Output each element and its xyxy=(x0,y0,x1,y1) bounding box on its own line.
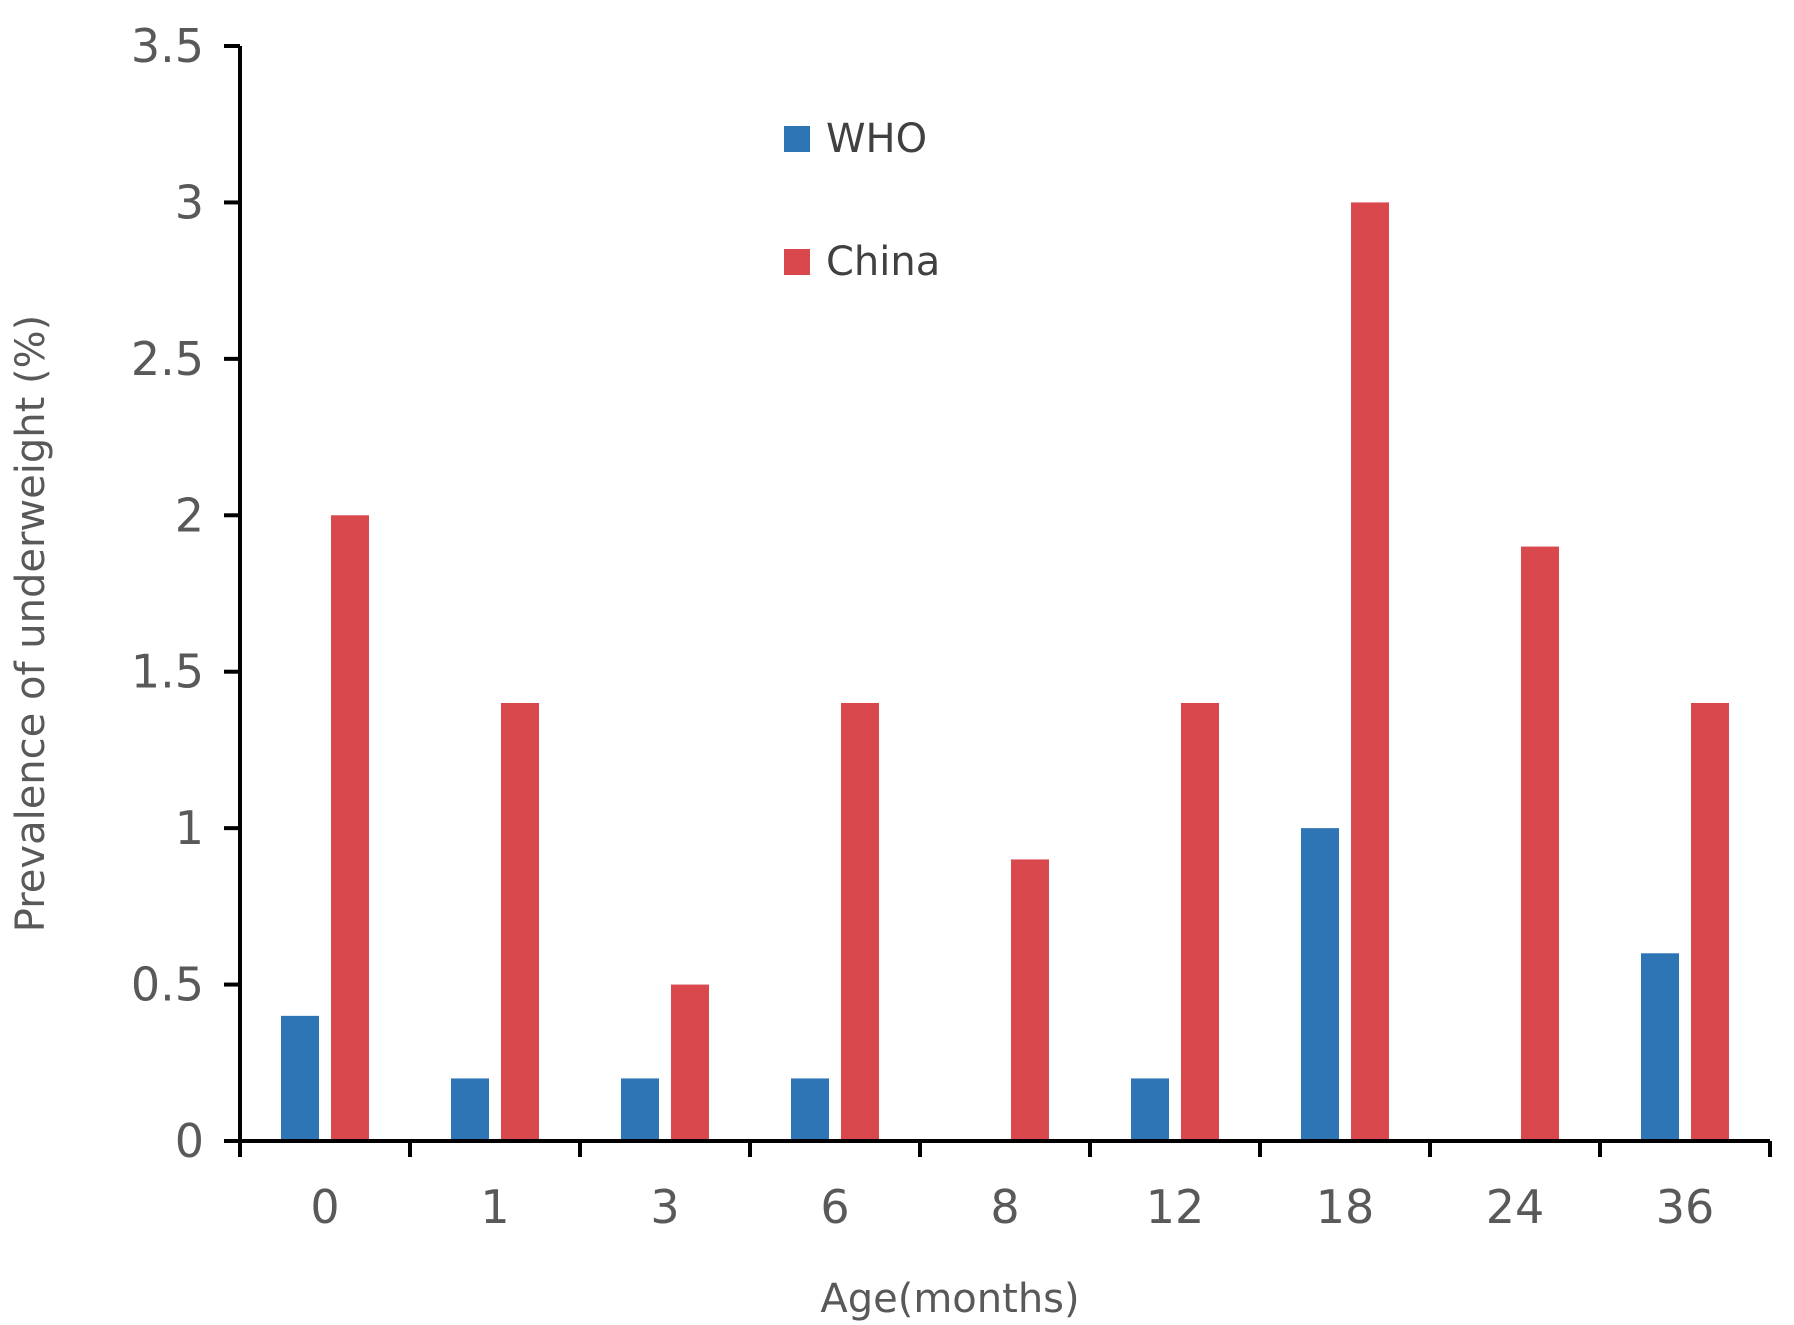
y-tick-label: 0.5 xyxy=(131,958,204,1012)
bar-china-12 xyxy=(1181,703,1219,1141)
y-tick-label: 2 xyxy=(175,488,204,542)
x-tick-label: 6 xyxy=(820,1180,849,1234)
x-tick-label: 0 xyxy=(310,1180,339,1234)
bars-layer xyxy=(281,202,1729,1141)
y-tick-label: 0 xyxy=(175,1114,204,1168)
ticks-layer xyxy=(224,44,1772,1157)
bar-who-18 xyxy=(1301,828,1339,1141)
bar-china-3 xyxy=(671,984,709,1141)
legend-swatch-who xyxy=(784,126,810,152)
bar-china-1 xyxy=(501,703,539,1141)
y-tick-label: 1.5 xyxy=(131,645,204,699)
axes-layer xyxy=(238,46,1770,1143)
y-axis-title: Prevalence of underweight (%) xyxy=(8,315,54,932)
bar-who-3 xyxy=(621,1078,659,1141)
bar-china-8 xyxy=(1011,859,1049,1141)
bar-who-6 xyxy=(791,1078,829,1141)
y-tick-label: 2.5 xyxy=(131,332,204,386)
x-tick-label: 18 xyxy=(1316,1180,1375,1234)
bar-china-0 xyxy=(331,515,369,1141)
bar-china-18 xyxy=(1351,202,1389,1141)
y-tick-label: 3.5 xyxy=(131,19,204,73)
x-tick-label: 36 xyxy=(1656,1180,1715,1234)
legend-label-china: China xyxy=(826,239,940,285)
y-tick-label: 1 xyxy=(175,801,204,855)
legend: WHO China xyxy=(784,116,940,285)
bar-who-36 xyxy=(1641,953,1679,1141)
bar-china-36 xyxy=(1691,703,1729,1141)
x-tick-label: 24 xyxy=(1486,1180,1545,1234)
tick-labels-layer: 00.511.522.533.50 1 3 6 8 12 18 24 36 xyxy=(131,19,1714,1234)
bar-who-1 xyxy=(451,1078,489,1141)
bar-china-24 xyxy=(1521,546,1559,1141)
bar-china-6 xyxy=(841,703,879,1141)
bar-who-0 xyxy=(281,1015,319,1141)
x-tick-label: 8 xyxy=(990,1180,1019,1234)
x-tick-label: 3 xyxy=(650,1180,679,1234)
x-axis-title: Age(months) xyxy=(820,1276,1079,1322)
x-tick-label: 1 xyxy=(480,1180,509,1234)
bar-who-12 xyxy=(1131,1078,1169,1141)
legend-swatch-china xyxy=(784,249,810,275)
x-tick-label: 12 xyxy=(1146,1180,1205,1234)
y-tick-label: 3 xyxy=(175,175,204,229)
legend-label-who: WHO xyxy=(826,116,927,162)
